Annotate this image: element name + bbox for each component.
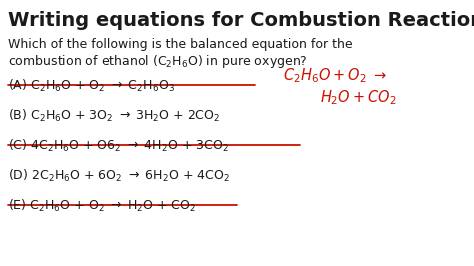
Text: Which of the following is the balanced equation for the: Which of the following is the balanced e… — [8, 38, 353, 51]
Text: (A) C$_2$H$_6$O + O$_2$ $\rightarrow$ C$_2$H$_6$O$_3$: (A) C$_2$H$_6$O + O$_2$ $\rightarrow$ C$… — [8, 78, 175, 94]
Text: (E) C$_2$H$_6$O + O$_2$ $\rightarrow$ H$_2$O + CO$_2$: (E) C$_2$H$_6$O + O$_2$ $\rightarrow$ H$… — [8, 198, 196, 214]
Text: combustion of ethanol (C$_2$H$_6$O) in pure oxygen?: combustion of ethanol (C$_2$H$_6$O) in p… — [8, 53, 308, 70]
Text: Writing equations for Combustion Reactions: Writing equations for Combustion Reactio… — [8, 11, 474, 30]
Text: (B) C$_2$H$_6$O + 3O$_2$ $\rightarrow$ 3H$_2$O + 2CO$_2$: (B) C$_2$H$_6$O + 3O$_2$ $\rightarrow$ 3… — [8, 108, 220, 124]
Text: $H_2O + CO_2$: $H_2O + CO_2$ — [320, 88, 397, 107]
Text: $C_2H_6O + O_2\ \rightarrow$: $C_2H_6O + O_2\ \rightarrow$ — [283, 66, 387, 85]
Text: (C) 4C$_2$H$_6$O + O6$_2$ $\rightarrow$ 4H$_2$O + 3CO$_2$: (C) 4C$_2$H$_6$O + O6$_2$ $\rightarrow$ … — [8, 138, 229, 154]
Text: (D) 2C$_2$H$_6$O + 6O$_2$ $\rightarrow$ 6H$_2$O + 4CO$_2$: (D) 2C$_2$H$_6$O + 6O$_2$ $\rightarrow$ … — [8, 168, 230, 184]
